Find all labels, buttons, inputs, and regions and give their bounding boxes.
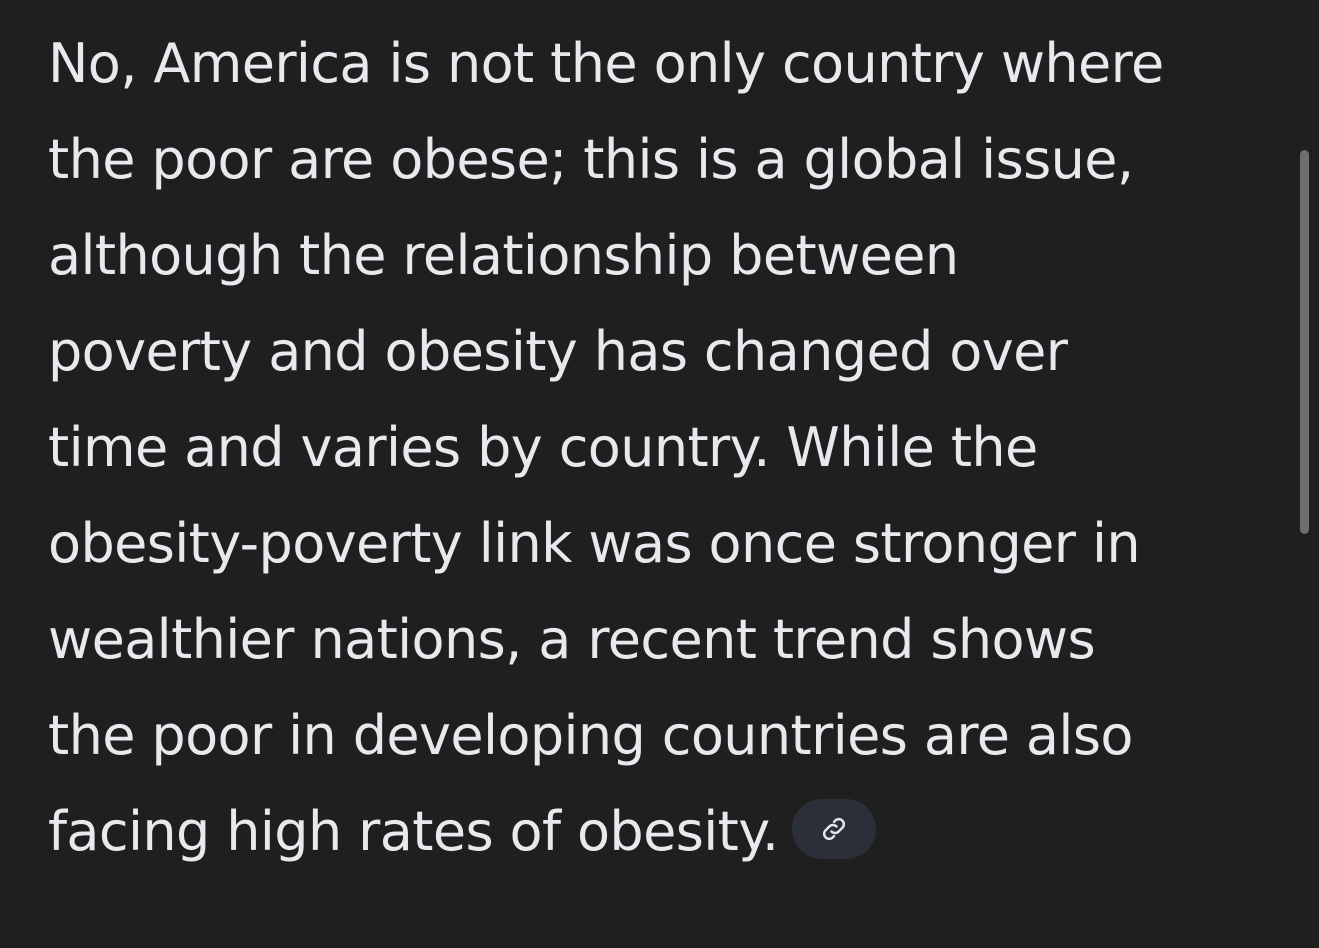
text-span: No, America is not the only country wher… bbox=[48, 32, 1164, 95]
text-line: facing high rates of obesity. bbox=[48, 784, 1288, 880]
text-span: obesity-poverty link was once stronger i… bbox=[48, 512, 1141, 575]
text-line: wealthier nations, a recent trend shows bbox=[48, 592, 1288, 688]
link-icon bbox=[823, 818, 846, 841]
answer-text: No, America is not the only country wher… bbox=[48, 16, 1288, 880]
text-line: although the relationship between bbox=[48, 208, 1288, 304]
text-line: obesity-poverty link was once stronger i… bbox=[48, 496, 1288, 592]
text-line: the poor in developing countries are als… bbox=[48, 688, 1288, 784]
text-span: although the relationship between bbox=[48, 224, 959, 287]
text-span: facing high rates of obesity. bbox=[48, 800, 779, 863]
text-span: the poor are obese; this is a global iss… bbox=[48, 128, 1134, 191]
text-span: the poor in developing countries are als… bbox=[48, 704, 1133, 767]
text-line: poverty and obesity has changed over bbox=[48, 304, 1288, 400]
text-span: wealthier nations, a recent trend shows bbox=[48, 608, 1096, 671]
text-span: time and varies by country. While the bbox=[48, 416, 1038, 479]
text-line: time and varies by country. While the bbox=[48, 400, 1288, 496]
text-span: poverty and obesity has changed over bbox=[48, 320, 1068, 383]
source-link-chip[interactable] bbox=[792, 799, 877, 860]
scrollbar[interactable] bbox=[1300, 150, 1309, 534]
text-line: No, America is not the only country wher… bbox=[48, 16, 1288, 112]
text-line: the poor are obese; this is a global iss… bbox=[48, 112, 1288, 208]
